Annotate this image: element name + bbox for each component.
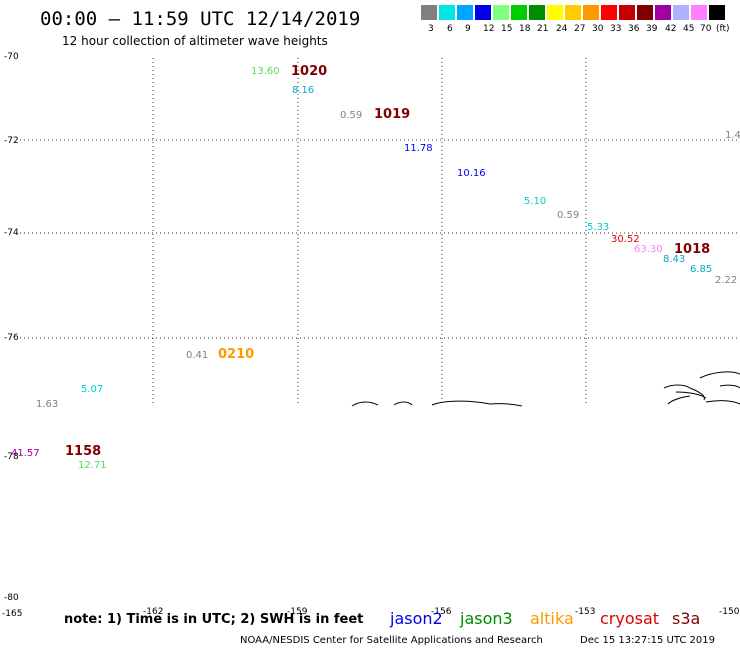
lat-tick: -72 [4,136,19,146]
legend-swatch [547,5,564,20]
legend-label: 42 [665,24,677,34]
pass-time-label: 1158 [65,444,102,459]
coastline [351,371,740,407]
coastline-segment [663,371,740,405]
legend-label: 12 [483,24,495,34]
legend-label: (ft) [716,24,730,34]
wave-height-label: 5.10 [524,196,547,207]
map-subtitle: 12 hour collection of altimeter wave hei… [62,34,328,48]
legend-swatch [637,5,654,20]
wave-height-label: 11.78 [404,143,433,154]
wave-height-label: 8.16 [292,85,315,96]
legend-label: 15 [501,24,513,34]
wave-height-label: 1.63 [36,399,59,410]
lat-tick: -74 [4,228,19,238]
legend-swatch [529,5,546,20]
lon-tick: -159 [287,607,308,617]
legend-swatch [421,5,438,20]
legend-swatch [601,5,618,20]
legend-label: 33 [610,24,622,34]
credit-line: NOAA/NESDIS Center for Satellite Applica… [240,635,543,646]
pass-time-label: 1019 [374,107,411,122]
legend-label: 9 [465,24,471,34]
units-note: note: 1) Time is in UTC; 2) SWH is in fe… [64,612,364,627]
legend-swatch [439,5,456,20]
wave-height-label: 12.71 [78,460,107,471]
legend-label: 6 [447,24,453,34]
legend-label: 36 [628,24,640,34]
wave-height-label: 13.60 [251,66,280,77]
wave-height-label: 30.52 [611,234,640,245]
legend-swatch [673,5,690,20]
legend-label: 21 [537,24,549,34]
lat-tick: -76 [4,333,19,343]
satellite-label: jason3 [460,609,513,628]
satellite-label: altika [530,609,574,628]
legend-swatch [511,5,528,20]
legend-label: 27 [574,24,586,34]
legend-swatch [493,5,510,20]
legend-swatch [619,5,636,20]
pass-time-label: 1020 [291,64,328,79]
legend-swatch [583,5,600,20]
legend-label: 45 [683,24,695,34]
wave-height-label: 5.07 [81,384,104,395]
lon-tick: -162 [143,607,164,617]
pass-time-label: 0210 [218,347,255,362]
legend-label: 39 [646,24,658,34]
lat-tick: -78 [4,452,19,462]
lon-tick: -156 [431,607,452,617]
lat-tick: -70 [4,52,19,62]
legend-label: 30 [592,24,604,34]
wave-height-label: 5.33 [587,222,610,233]
lon-tick: -165 [2,609,23,619]
lon-tick: -153 [575,607,596,617]
legend-swatch [691,5,708,20]
wave-height-label: 8.43 [663,254,686,265]
wave-height-label: 6.85 [690,264,713,275]
wave-height-label: 63.30 [634,244,663,255]
satellite-label: jason2 [390,609,443,628]
legend-swatch [457,5,474,20]
generated-timestamp: Dec 15 13:27:15 UTC 2019 [580,635,715,646]
legend-swatch [655,5,672,20]
legend-label: 24 [556,24,568,34]
legend-label: 70 [700,24,712,34]
wave-height-label: 0.59 [557,210,580,221]
wave-height-label: 0.41 [186,350,209,361]
wave-height-label: 10.16 [457,168,486,179]
lat-lon-grid [20,58,740,406]
wave-height-label: 0.59 [340,110,363,121]
satellite-label: s3a [672,609,701,628]
wave-height-label: 1.4 [725,130,740,141]
pass-time-label: 1018 [674,242,711,257]
legend-swatch [565,5,582,20]
lon-tick: -150 [719,607,740,617]
legend-swatch [709,5,726,20]
satellite-label: cryosat [600,609,660,628]
map-title: 00:00 – 11:59 UTC 12/14/2019 [40,8,361,30]
wave-height-label: 2.22 [715,275,738,286]
legend-swatch [475,5,492,20]
legend-label: 18 [519,24,531,34]
wave-height-label: 41.57 [11,448,40,459]
lat-tick: -80 [4,593,19,603]
legend-label: 3 [428,24,434,34]
coastline-segment [351,400,523,407]
